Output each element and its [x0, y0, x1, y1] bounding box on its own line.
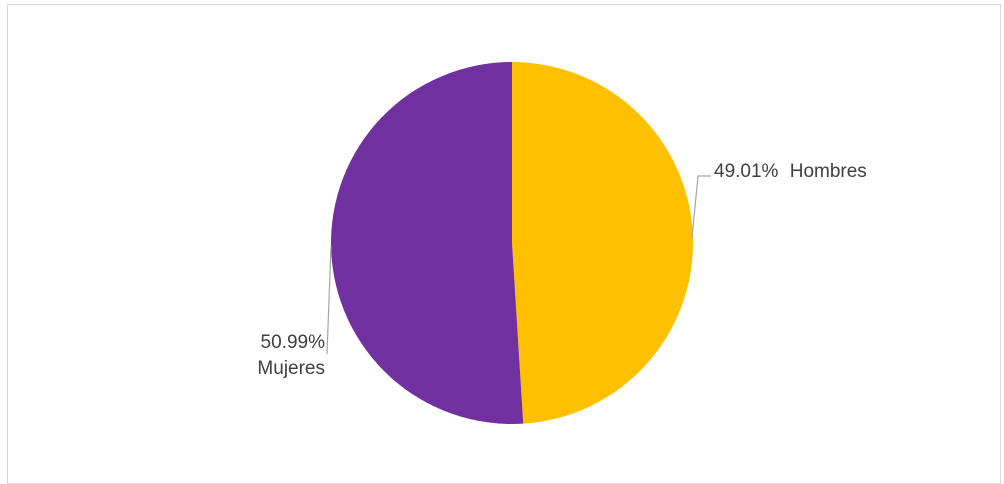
leader-line-mujeres: [326, 245, 332, 355]
data-label-hombres-value: 49.01%: [714, 161, 779, 182]
pie-slices: [330, 62, 693, 424]
data-label-mujeres-category: Mujeres: [257, 358, 325, 379]
label-hombres: 49.01% Hombres: [691, 161, 867, 239]
data-label-hombres-category: Hombres: [790, 161, 867, 182]
data-label-hombres: 49.01% Hombres: [714, 161, 867, 182]
data-label-mujeres-value: 50.99%: [261, 332, 326, 353]
label-mujeres: 50.99% Mujeres: [257, 245, 332, 379]
leader-line-hombres: [691, 175, 711, 239]
pie-slice-mujeres: [330, 62, 524, 424]
pie-slice-hombres: [512, 62, 693, 424]
